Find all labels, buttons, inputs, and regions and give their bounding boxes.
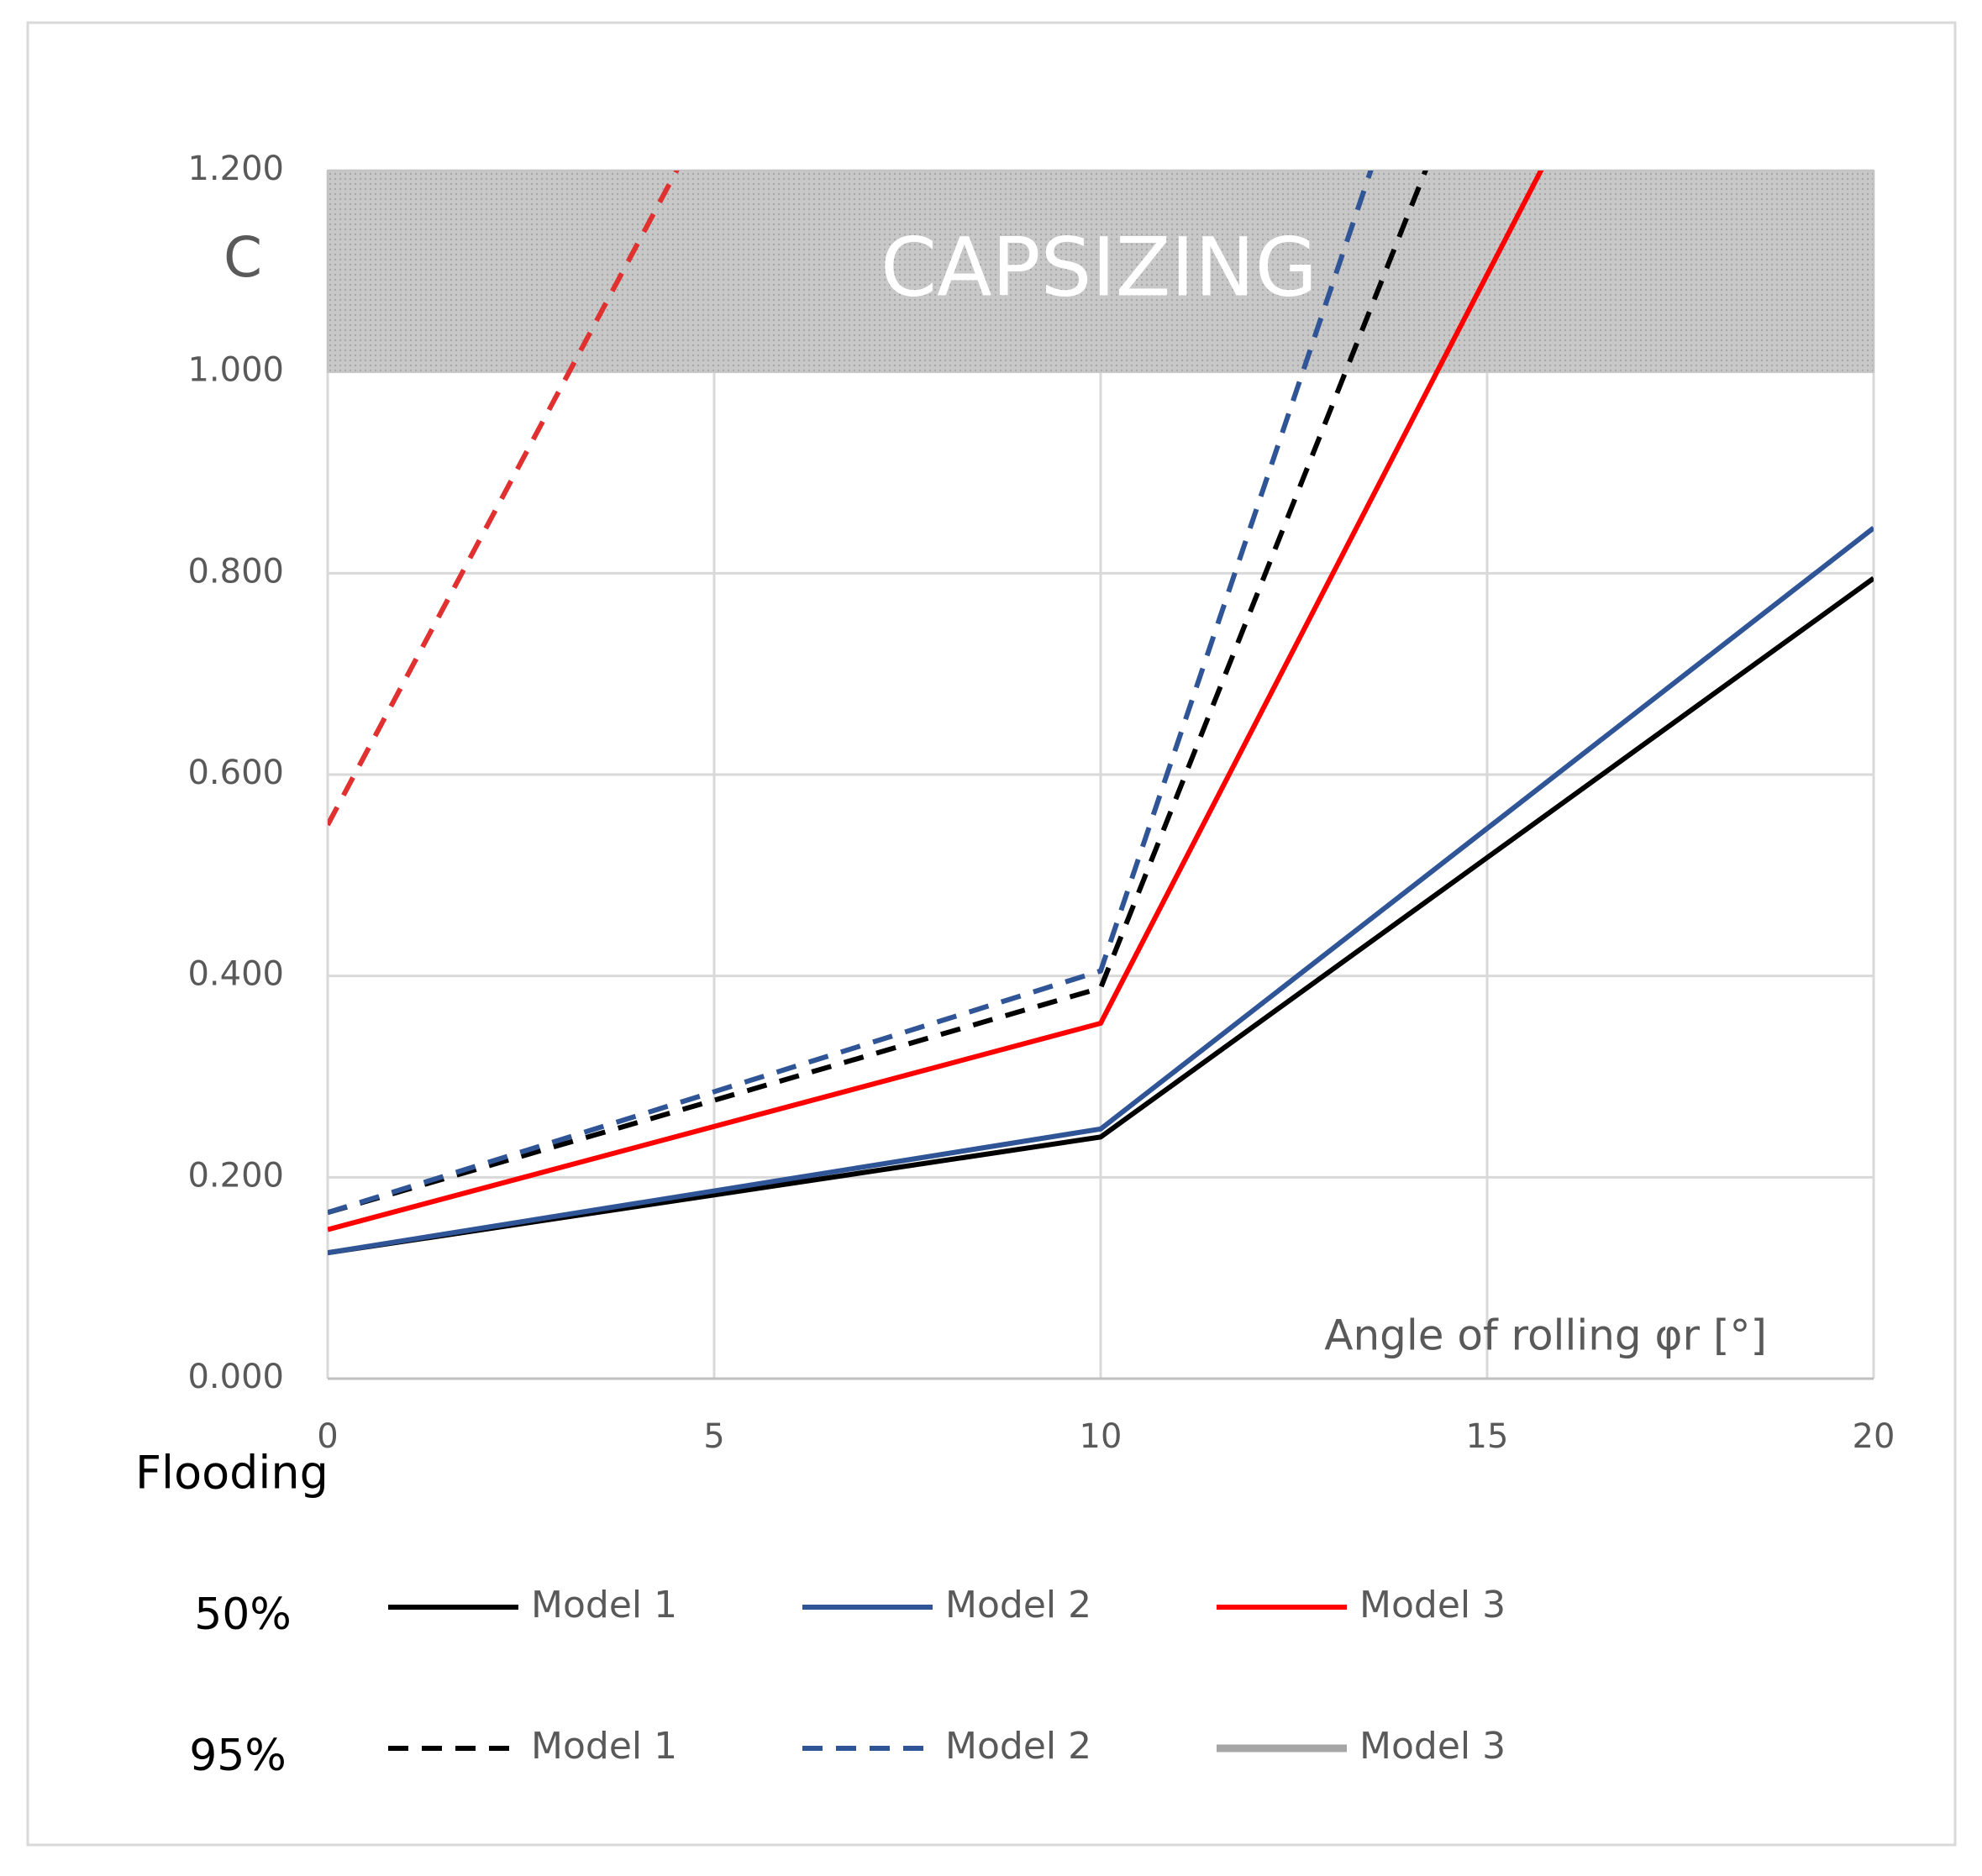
series-line: [328, 526, 1874, 1256]
y-axis-label: C: [223, 225, 262, 290]
legend-label: Model 2: [945, 1725, 1091, 1768]
x-tick-label: 0: [317, 1417, 338, 1456]
series-line: [328, 171, 1374, 1216]
y-tick-label: 1.200: [187, 150, 284, 188]
legend-label: Model 2: [945, 1584, 1091, 1626]
legend-label: Model 3: [1359, 1584, 1506, 1626]
legend-group-label: 95%: [189, 1731, 287, 1781]
x-tick-label: 10: [1080, 1417, 1122, 1456]
y-tick-label: 0.800: [187, 552, 284, 591]
series-line: [328, 171, 1544, 1232]
chart-border: [26, 21, 1957, 1847]
y-tick-label: 0.200: [187, 1156, 284, 1195]
band-label: CAPSIZING: [881, 220, 1317, 314]
lines: [328, 171, 1874, 1256]
y-tick-label: 0.400: [187, 955, 284, 994]
x-tick-label: 20: [1853, 1417, 1895, 1456]
labels: 0.000 0.200 0.400 0.600 0.800 1.000 1.200 0 5 10 1…: [135, 150, 1895, 1781]
y-tick-label: 1.000: [187, 351, 284, 390]
y-tick-label: 0.000: [187, 1358, 284, 1396]
legend-label: Model 3: [1359, 1725, 1506, 1768]
legend-title: Flooding: [135, 1447, 329, 1500]
series-line: [328, 575, 1874, 1256]
x-tick-label: 5: [703, 1417, 724, 1456]
legend-group-label: 50%: [194, 1590, 292, 1640]
y-tick-label: 0.600: [187, 754, 284, 792]
legend-label: Model 1: [531, 1725, 677, 1768]
series-line: [328, 171, 680, 827]
x-tick-label: 15: [1466, 1417, 1509, 1456]
x-axis-label: Angle of rolling φr [°]: [1324, 1311, 1767, 1360]
legend-label: Model 1: [531, 1584, 677, 1626]
